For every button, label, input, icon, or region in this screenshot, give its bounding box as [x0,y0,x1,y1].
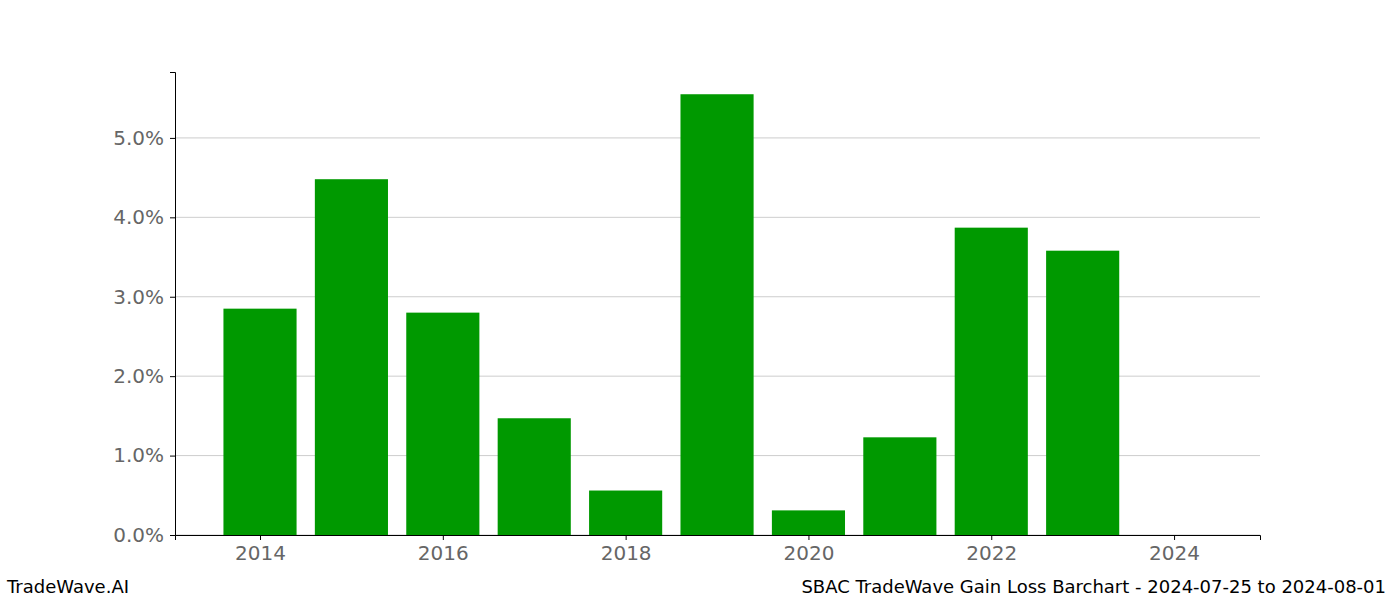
tick-mark [443,535,444,540]
bar [406,313,479,535]
bar [589,491,662,535]
tick-mark [170,376,175,377]
tick-label: 4.0% [113,205,164,229]
bar [863,437,936,535]
bar [498,418,571,535]
tick-label: 2020 [783,541,834,565]
tick: 2018 [601,535,652,565]
tick: 2024 [1149,535,1200,565]
bar [955,228,1028,535]
tick-mark [170,217,175,218]
tick-mark [170,456,175,457]
tick: 0.0% [113,523,175,547]
tick: 2016 [418,535,469,565]
tick-label: 1.0% [113,443,164,467]
tick-mark [991,535,992,540]
tick: 5.0% [113,126,175,150]
tick-mark [170,297,175,298]
tick: 3.0% [113,285,175,309]
tick-label: 2016 [418,541,469,565]
annotation: TradeWave.AI [6,576,129,597]
y-axis: 0.0% 1.0% 2.0% 3.0% 4.0% 5.0% [113,73,175,547]
tick: 2022 [966,535,1017,565]
tick-label: 2014 [235,541,286,565]
bar [1046,251,1119,535]
tick: 1.0% [113,443,175,467]
tick-label: 5.0% [113,126,164,150]
tick: 2020 [783,535,834,565]
tick-mark [260,535,261,540]
x-axis: 2014 2016 2018 2020 2022 2024 [176,535,1261,565]
tick-mark [626,535,627,540]
axis-line [170,73,176,536]
tick-label: 0.0% [113,523,164,547]
axis-line [176,536,1261,541]
tick-mark [808,535,809,540]
tick-mark [170,535,175,536]
bar [223,309,296,535]
tick-label: 2.0% [113,364,164,388]
bars [223,94,1119,535]
tick-label: 2018 [601,541,652,565]
tick-mark [1174,535,1175,540]
plot: 2014 2016 2018 2020 2022 2024 0.0% 1.0% 2.0% 3.0%… [113,73,1260,566]
bar [772,510,845,535]
tick-label: 3.0% [113,285,164,309]
chart: 2014 2016 2018 2020 2022 2024 0.0% 1.0% 2.0% 3.0%… [0,0,1400,600]
tick-mark [170,138,175,139]
bar [680,94,753,535]
tick-label: 2022 [966,541,1017,565]
tick: 2014 [235,535,286,565]
tick: 4.0% [113,205,175,229]
tick-label: 2024 [1149,541,1200,565]
bar [315,179,388,535]
annotation: SBAC TradeWave Gain Loss Barchart - 2024… [801,576,1386,597]
tick: 2.0% [113,364,175,388]
